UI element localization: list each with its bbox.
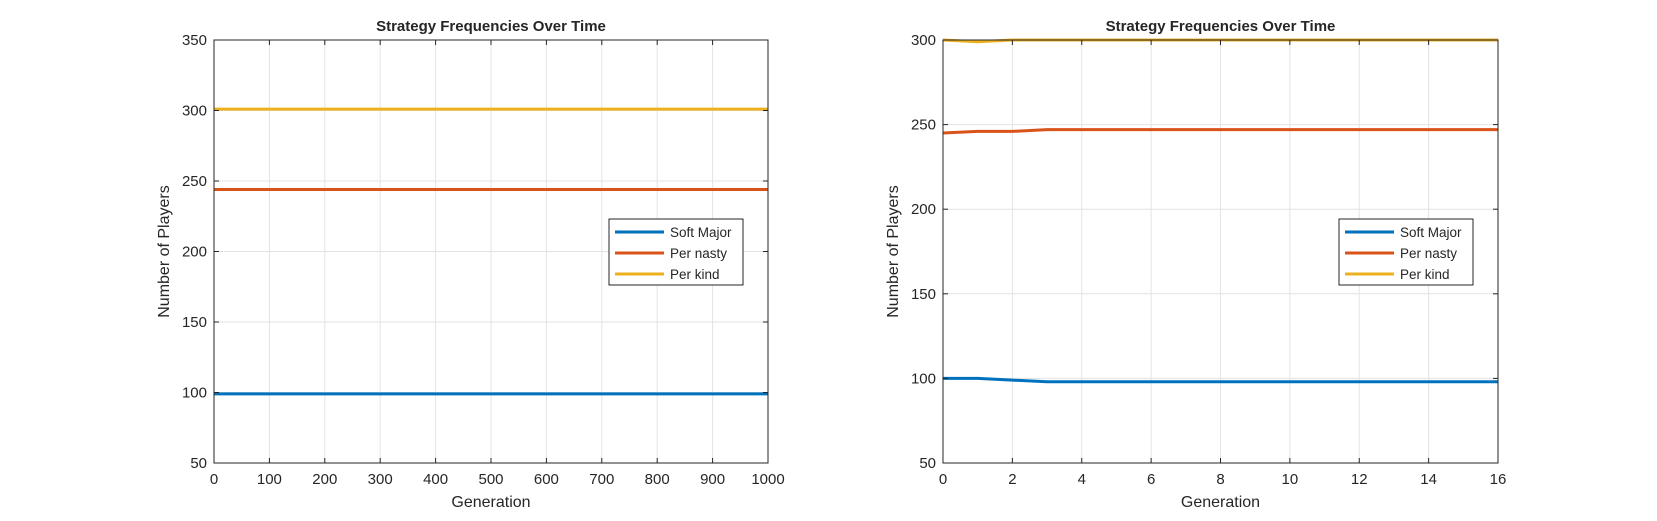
x-tick-label: 900 [700,471,725,488]
legend-label: Per kind [670,267,720,282]
y-tick-label: 300 [911,32,936,49]
legend: Soft Major Per nasty Per kind [1338,218,1474,286]
x-tick-label: 100 [257,471,282,488]
y-tick-label: 300 [182,103,207,120]
x-tick-label: 8 [1216,471,1224,488]
x-axis-label: Generation [451,494,530,511]
legend-label: Soft Major [1400,225,1462,240]
legend-label: Per nasty [1400,246,1457,261]
y-axis-label: Number of Players [156,185,173,318]
y-tick-label: 250 [182,173,207,190]
series-line-per-nasty [942,128,1498,135]
x-axis-label: Generation [1181,494,1260,511]
legend-label: Soft Major [670,225,732,240]
x-tick-label: 400 [423,471,448,488]
y-tick-label: 200 [182,244,207,261]
chart-title: Strategy Frequencies Over Time [1106,18,1336,35]
y-tick-label: 150 [911,286,936,303]
y-tick-label: 100 [911,370,936,387]
x-tick-label: 500 [478,471,503,488]
legend: Soft Major Per nasty Per kind [608,218,744,286]
y-tick-label: 350 [182,32,207,49]
chart-1: 0 100 200 300 400 500 600 700 800 900 1000 50 100 150… [156,18,785,511]
x-tick-label: 800 [645,471,670,488]
x-tick-label: 6 [1147,471,1155,488]
x-tick-label: 200 [312,471,337,488]
x-tick-label: 300 [368,471,393,488]
x-tick-label: 14 [1420,471,1437,488]
x-tick-label: 1000 [751,471,784,488]
x-tick-label: 10 [1282,471,1299,488]
legend-label: Per kind [1400,267,1450,282]
x-tick-label: 0 [210,471,218,488]
x-tick-label: 2 [1008,471,1016,488]
legend-label: Per nasty [670,246,727,261]
x-tick-label: 700 [589,471,614,488]
chart-title: Strategy Frequencies Over Time [376,18,606,35]
y-tick-label: 50 [919,455,936,472]
y-tick-label: 250 [911,117,936,134]
x-tick-label: 16 [1490,471,1507,488]
y-tick-label: 100 [182,385,207,402]
y-tick-label: 200 [911,201,936,218]
series-line-soft-major [943,376,1498,384]
x-tick-label: 12 [1351,471,1368,488]
x-tick-label: 600 [534,471,559,488]
chart-2: 0 2 4 6 8 10 12 14 16 50 100 150 200 250 300 Strategy F… [885,18,1506,511]
y-axis-label: Number of Players [885,185,902,318]
y-tick-label: 150 [182,314,207,331]
y-tick-label: 50 [190,455,207,472]
x-tick-label: 0 [939,471,947,488]
x-tick-label: 4 [1078,471,1086,488]
